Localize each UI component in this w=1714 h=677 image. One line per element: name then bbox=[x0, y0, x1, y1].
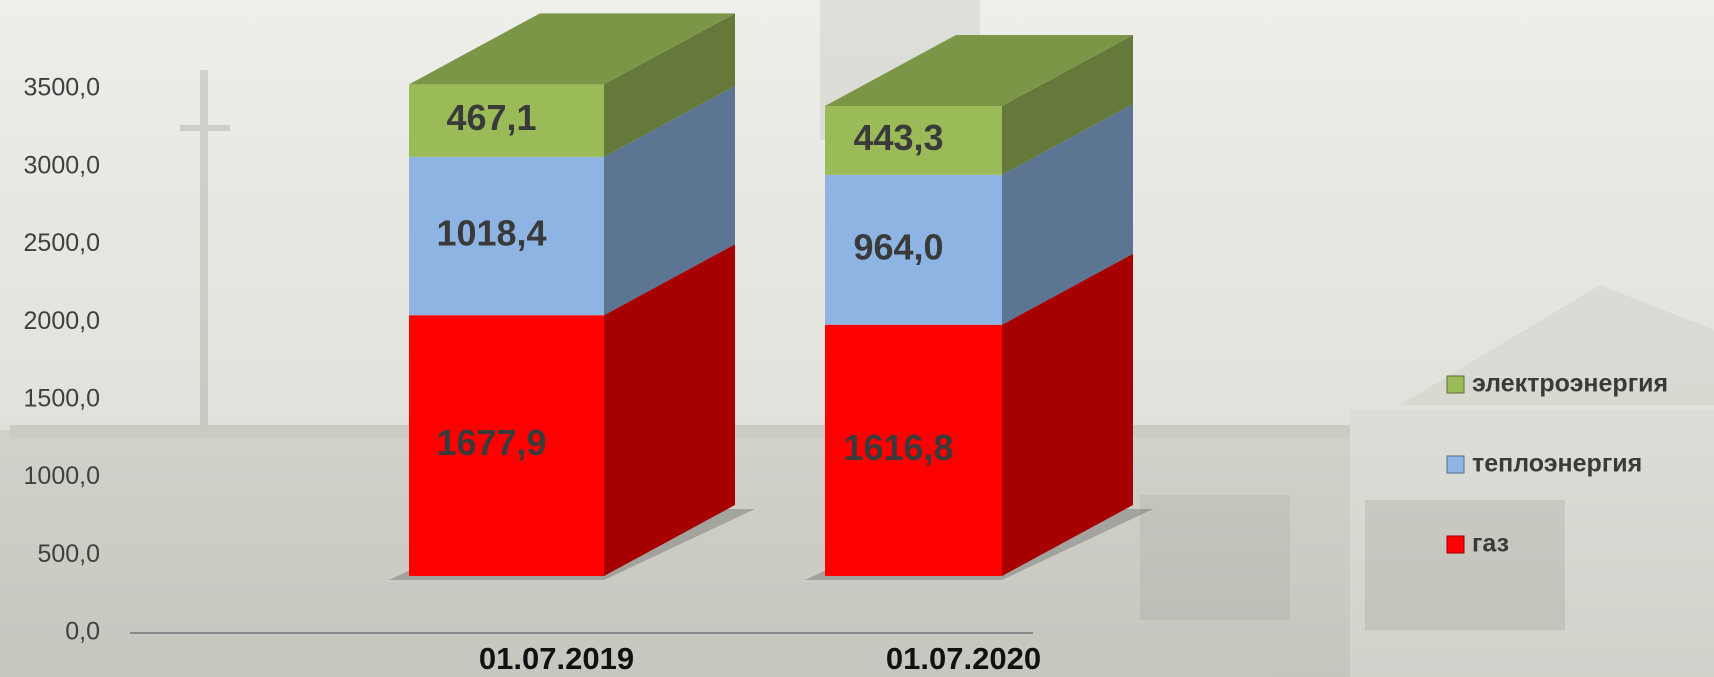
value-label: 467,1 bbox=[446, 97, 536, 138]
y-tick-label: 2000,0 bbox=[24, 307, 100, 335]
y-tick-label: 3000,0 bbox=[24, 151, 100, 179]
legend-label: газ bbox=[1472, 530, 1509, 558]
legend-label: теплоэнергия bbox=[1472, 450, 1642, 478]
value-label: 1677,9 bbox=[436, 422, 546, 463]
x-tick-label: 01.07.2019 bbox=[479, 641, 634, 676]
legend-swatch bbox=[1447, 456, 1464, 473]
legend-swatch bbox=[1447, 376, 1464, 393]
x-tick-label: 01.07.2020 bbox=[886, 641, 1041, 676]
y-tick-label: 1000,0 bbox=[24, 462, 100, 490]
y-tick-label: 3500,0 bbox=[24, 74, 100, 102]
legend-label: электроэнергия bbox=[1472, 370, 1668, 398]
chart: 0,0 500,0 1000,0 1500,0 2000,0 2500,0 3000,0 35… bbox=[0, 0, 1714, 677]
y-tick-label: 500,0 bbox=[37, 540, 100, 568]
y-tick-label: 0,0 bbox=[65, 618, 100, 646]
value-label: 443,3 bbox=[853, 117, 943, 158]
legend-swatch bbox=[1447, 536, 1464, 553]
y-tick-label: 1500,0 bbox=[24, 384, 100, 412]
value-label: 964,0 bbox=[853, 226, 943, 267]
y-tick-label: 2500,0 bbox=[24, 229, 100, 257]
value-label: 1616,8 bbox=[843, 427, 953, 468]
value-label: 1018,4 bbox=[436, 213, 546, 254]
